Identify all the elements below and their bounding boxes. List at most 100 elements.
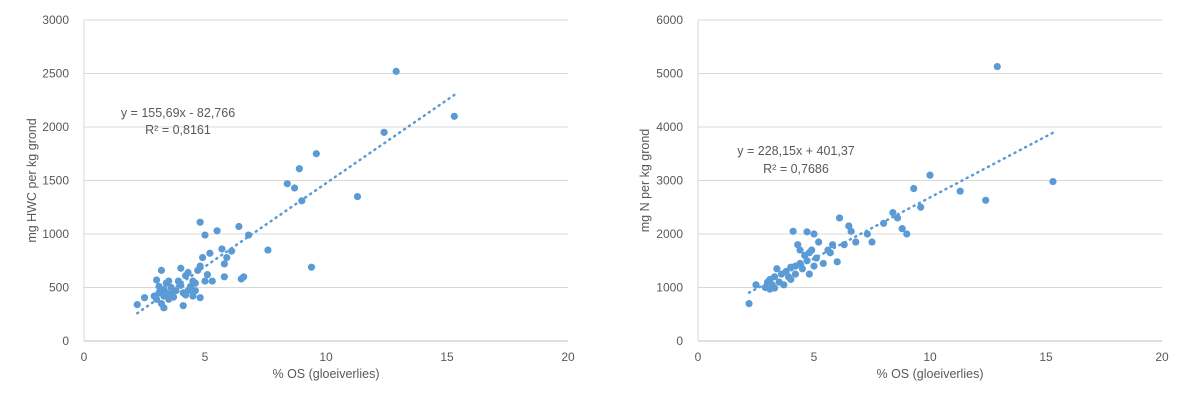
data-point (803, 228, 811, 236)
data-point (201, 231, 209, 239)
y-tick-label: 6000 (656, 13, 683, 27)
data-point (773, 265, 781, 273)
data-point (220, 260, 228, 268)
trendline (135, 93, 456, 315)
data-point (196, 294, 204, 302)
data-point (880, 219, 888, 227)
data-point (179, 302, 187, 310)
y-tick-label: 1500 (42, 174, 69, 188)
y-tick-label: 3000 (656, 174, 683, 188)
data-point (791, 270, 800, 278)
data-point (184, 268, 192, 277)
x-tick-label: 0 (81, 350, 88, 364)
data-point (840, 241, 848, 249)
data-point (819, 259, 827, 268)
data-point (898, 225, 906, 233)
data-point (889, 209, 897, 217)
trendline-r-squared: R² = 0,7686 (763, 162, 829, 176)
data-point (787, 275, 795, 284)
data-point (223, 253, 231, 262)
data-point (803, 257, 811, 265)
data-point (213, 227, 221, 235)
data-point (196, 218, 204, 226)
data-point (169, 293, 178, 301)
data-point (353, 192, 362, 201)
x-tick-label: 5 (202, 350, 209, 364)
data-point (450, 112, 458, 120)
x-axis-label: % OS (gloeiverlies) (877, 367, 984, 381)
data-point (1049, 177, 1057, 186)
data-point (828, 241, 837, 249)
y-tick-label: 4000 (656, 120, 683, 134)
data-point (380, 128, 388, 136)
data-point (808, 246, 816, 254)
y-axis-label: mg N per kg grond (638, 129, 652, 233)
data-point (796, 246, 804, 254)
data-point (298, 197, 306, 205)
data-point (810, 230, 818, 238)
x-tick-label: 15 (1039, 350, 1053, 364)
data-point (295, 165, 303, 173)
data-point (917, 203, 925, 211)
trendline-equation: y = 155,69x - 82,766 (121, 106, 235, 120)
y-tick-label: 0 (62, 334, 69, 348)
data-point (228, 247, 236, 255)
data-point (290, 184, 299, 192)
data-point (863, 230, 871, 238)
data-point (189, 292, 197, 300)
data-point (770, 273, 779, 281)
y-tick-label: 1000 (656, 281, 683, 295)
data-point (868, 238, 876, 246)
data-point (810, 262, 818, 270)
data-point (770, 284, 779, 292)
data-point (208, 277, 216, 285)
data-point (798, 265, 806, 273)
data-point (153, 276, 161, 284)
data-point (177, 281, 185, 289)
y-tick-label: 2000 (656, 227, 683, 241)
data-point (815, 238, 823, 246)
data-point (160, 304, 168, 312)
y-tick-label: 3000 (42, 13, 69, 27)
data-point (140, 294, 149, 302)
data-point (910, 184, 918, 193)
x-tick-label: 5 (811, 350, 818, 364)
data-point (172, 287, 180, 295)
data-point (157, 266, 166, 274)
x-tick-label: 15 (440, 350, 454, 364)
data-point (805, 270, 813, 278)
data-point (191, 279, 199, 287)
data-point (852, 238, 860, 246)
chart-n: 0 1000 2000 3000 4000 5000 6000 0 5 10 15 20 % OS (g… (591, 0, 1181, 401)
data-point (893, 214, 902, 222)
y-tick-label: 5000 (656, 67, 683, 81)
data-point (177, 264, 185, 272)
data-point (780, 281, 788, 289)
data-point (833, 258, 841, 266)
data-point (926, 171, 934, 179)
data-point (153, 295, 161, 303)
data-point (235, 222, 243, 231)
x-tick-label: 10 (923, 350, 937, 364)
y-tick-label: 2500 (42, 67, 69, 81)
trendline-equation: y = 228,15x + 401,37 (737, 144, 855, 158)
data-point (789, 227, 797, 235)
data-point (191, 287, 199, 295)
data-point (203, 271, 212, 279)
data-point (264, 246, 272, 254)
y-tick-label: 500 (49, 281, 69, 295)
y-tick-label: 1000 (42, 227, 69, 241)
y-tick-label: 2000 (42, 120, 69, 134)
data-point (198, 253, 207, 262)
scatter-hwc-vs-os: 0 500 1000 1500 2000 2500 3000 0 5 10 15 20 % OS (gl… (25, 13, 575, 381)
data-point (244, 231, 253, 239)
data-point (201, 277, 209, 285)
data-point (206, 249, 214, 257)
data-point (745, 299, 753, 308)
data-point (982, 196, 990, 204)
data-point (220, 273, 228, 281)
data-point (133, 301, 141, 309)
data-point (165, 277, 173, 285)
data-point (993, 62, 1001, 71)
data-point (835, 214, 844, 222)
